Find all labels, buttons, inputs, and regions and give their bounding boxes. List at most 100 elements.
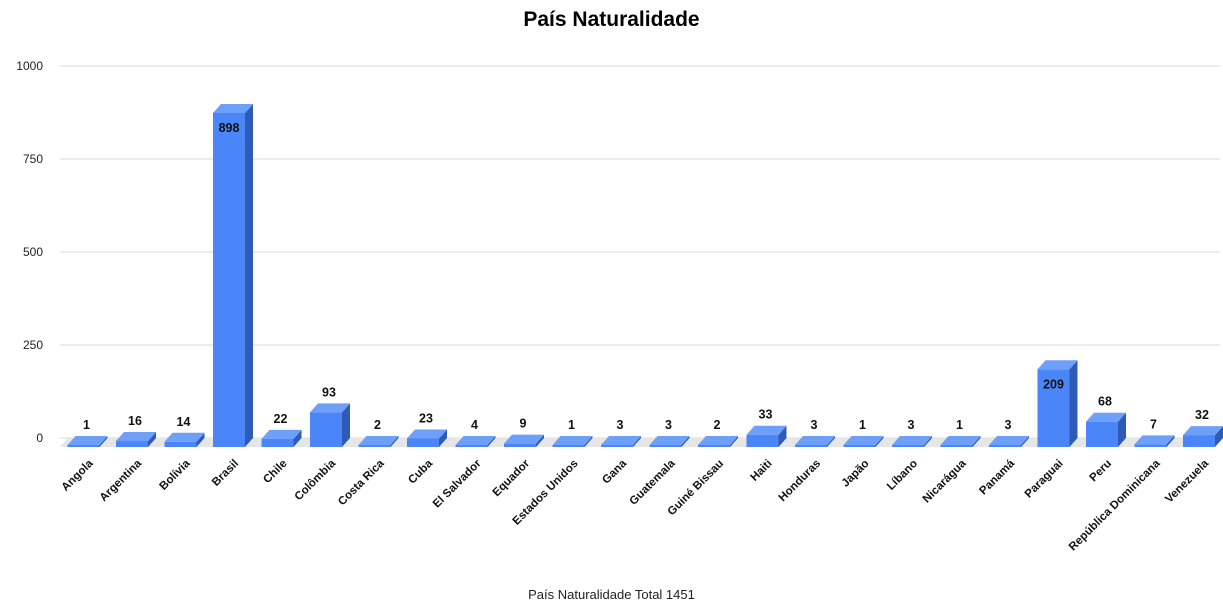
x-tick-label: Nicarágua <box>921 457 969 505</box>
bar <box>67 436 108 447</box>
bar-top <box>601 436 641 445</box>
bar-front <box>989 445 1021 447</box>
chart-title: País Naturalidade <box>523 8 700 31</box>
bar-front <box>407 438 439 447</box>
x-tick-label: Brasil <box>210 458 241 489</box>
bar-front <box>455 445 488 447</box>
x-tick-label: Argentina <box>98 457 145 504</box>
bar-front <box>213 112 245 447</box>
bar-top <box>940 436 981 445</box>
bar-front <box>892 445 924 447</box>
data-label: 209 <box>1043 377 1064 391</box>
bar-front <box>1086 421 1118 447</box>
bar-top <box>67 436 108 445</box>
data-label: 1 <box>568 418 575 432</box>
bar-top <box>407 429 447 439</box>
data-label: 16 <box>128 414 142 428</box>
bar <box>455 436 496 447</box>
bar-front <box>649 445 682 447</box>
bar-top <box>649 436 690 445</box>
y-tick-label: 1000 <box>16 59 43 73</box>
x-axis-title: País Naturalidade Total 1451 <box>528 587 695 602</box>
bar-side <box>390 436 399 447</box>
data-label: 68 <box>1098 395 1112 409</box>
x-tick-label: Japão <box>840 458 872 490</box>
bar-front <box>698 445 730 447</box>
data-label: 2 <box>374 418 381 432</box>
bar-side <box>924 436 932 447</box>
bar <box>261 429 302 447</box>
bar-side <box>99 436 108 447</box>
bar-top <box>989 436 1029 445</box>
x-tick-label: Angola <box>60 457 96 493</box>
bar-side <box>293 429 302 447</box>
bar-top <box>1086 412 1126 422</box>
bar-front <box>843 445 876 447</box>
bar <box>843 436 884 447</box>
bar <box>746 425 787 447</box>
bar-front <box>504 443 536 447</box>
bar-side <box>148 432 156 447</box>
bar <box>601 436 641 447</box>
bar <box>310 403 350 447</box>
x-tick-label: Colômbia <box>293 457 339 503</box>
bar <box>407 429 447 447</box>
bar-front <box>1037 369 1070 447</box>
y-axis-ticks: 0 250 500 750 1000 <box>16 59 43 445</box>
x-tick-label: Paraguai <box>1023 458 1066 501</box>
bar-top <box>504 434 544 444</box>
bar-front <box>261 438 294 447</box>
bar-top <box>795 436 835 445</box>
bar <box>116 432 156 447</box>
bar-side <box>1215 426 1223 447</box>
bar <box>940 436 981 447</box>
bar-side <box>730 436 738 447</box>
bar-top <box>310 403 350 413</box>
bar-front <box>552 445 585 447</box>
bar-side <box>972 436 981 447</box>
x-tick-label: Chile <box>261 458 289 486</box>
bar-side <box>536 434 544 447</box>
data-label: 4 <box>471 418 478 432</box>
data-label: 32 <box>1195 408 1209 422</box>
bar-top <box>261 429 302 439</box>
data-label: 9 <box>520 417 527 431</box>
data-label: 3 <box>665 418 672 432</box>
bar-front <box>746 434 779 447</box>
x-tick-label: República Dominicana <box>1067 457 1163 553</box>
data-label: 14 <box>177 415 191 429</box>
data-label: 898 <box>219 121 240 135</box>
bar-top <box>164 432 205 442</box>
bar-front <box>310 412 342 447</box>
x-tick-label: Cuba <box>406 457 435 486</box>
bar-top <box>116 432 156 442</box>
bar-front <box>940 445 973 447</box>
bar-top <box>358 436 399 445</box>
bar-side <box>633 436 641 447</box>
bar <box>213 103 253 447</box>
bar <box>164 432 205 447</box>
bar-side <box>439 429 447 447</box>
bar-front <box>1134 444 1167 447</box>
x-axis-categories: Angola Argentina Bolívia Brasil Chile Colômbi… <box>60 457 1212 553</box>
bar-top <box>892 436 932 445</box>
bar-side <box>778 425 787 447</box>
bar <box>989 436 1029 447</box>
data-label: 3 <box>1005 418 1012 432</box>
bar-side <box>245 103 253 447</box>
bar-side <box>196 432 205 447</box>
x-tick-label: Gana <box>600 457 629 486</box>
x-tick-label: El Salvador <box>431 457 484 510</box>
bar-side <box>875 436 884 447</box>
bars <box>67 103 1223 447</box>
bar <box>504 434 544 447</box>
x-tick-label: Costa Rica <box>336 457 387 508</box>
bar-top <box>552 436 593 445</box>
y-tick-label: 750 <box>23 152 43 166</box>
data-label: 3 <box>908 418 915 432</box>
bar <box>649 436 690 447</box>
data-label: 1 <box>83 418 90 432</box>
data-label: 1 <box>859 418 866 432</box>
bar-top <box>1134 435 1175 445</box>
